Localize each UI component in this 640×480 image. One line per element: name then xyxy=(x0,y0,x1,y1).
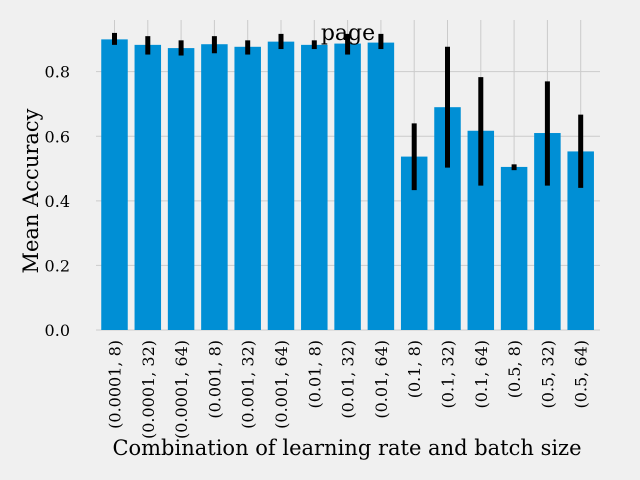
y-axis-ticks: 0.0 0.2 0.4 0.6 0.8 xyxy=(45,63,70,340)
y-tick-label: 0.0 xyxy=(45,321,70,340)
x-tick-label: (0.01, 8) xyxy=(305,340,324,408)
x-tick-label: (0.1, 32) xyxy=(439,340,458,408)
x-tick-label: (0.001, 64) xyxy=(272,340,291,429)
error-bars xyxy=(112,32,584,191)
x-tick-label: (0.5, 32) xyxy=(538,340,557,408)
bar xyxy=(500,166,528,330)
x-tick-label: (0.0001, 32) xyxy=(139,340,158,439)
y-tick-label: 0.8 xyxy=(45,63,70,82)
bar xyxy=(101,39,128,330)
y-tick-label: 0.2 xyxy=(45,256,70,275)
bar xyxy=(134,44,162,330)
x-tick-label: (0.001, 8) xyxy=(205,340,224,419)
x-tick-label: (0.0001, 8) xyxy=(106,340,125,429)
bar xyxy=(301,44,328,330)
x-tick-label: (0.0001, 64) xyxy=(172,340,191,439)
y-tick-label: 0.6 xyxy=(45,127,70,146)
x-tick-label: (0.1, 8) xyxy=(405,340,424,398)
x-axis-label: Combination of learning rate and batch s… xyxy=(112,436,581,460)
bar xyxy=(234,46,261,330)
x-tick-label: (0.01, 32) xyxy=(339,340,358,419)
chart-title: page xyxy=(321,21,375,46)
x-tick-label: (0.1, 64) xyxy=(472,340,491,408)
x-tick-label: (0.5, 64) xyxy=(572,340,591,408)
bar xyxy=(334,43,361,331)
x-axis-ticks: (0.0001, 8) (0.0001, 32) (0.0001, 64) (0.00… xyxy=(106,340,591,439)
x-tick-label: (0.01, 64) xyxy=(372,340,391,419)
x-tick-label: (0.5, 8) xyxy=(505,340,524,398)
bar xyxy=(267,41,295,331)
bar xyxy=(167,48,195,330)
y-tick-label: 0.4 xyxy=(45,192,70,211)
bars xyxy=(101,39,594,331)
x-tick-label: (0.001, 32) xyxy=(239,340,258,429)
bar xyxy=(367,42,395,331)
y-axis-label: Mean Accuracy xyxy=(19,108,43,273)
bar xyxy=(201,44,228,330)
